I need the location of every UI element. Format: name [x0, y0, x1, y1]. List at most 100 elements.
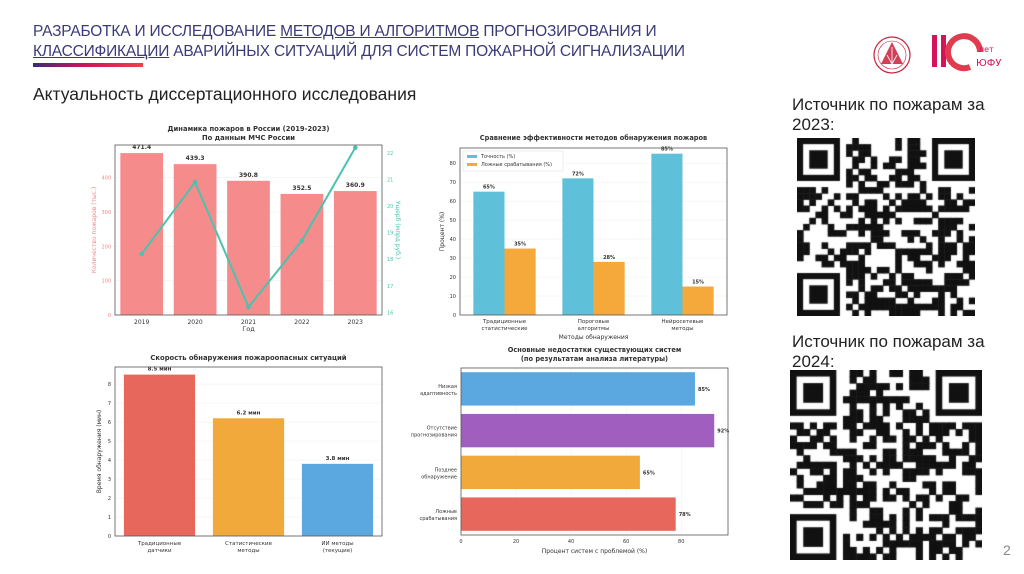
y-tick-label: 0: [453, 313, 456, 319]
x-tick-label: Традиционные: [482, 319, 527, 325]
y-tick-label: 100: [101, 279, 111, 285]
bar-Точность (%): [651, 153, 683, 315]
x-tick-label: 60: [623, 539, 629, 545]
bar-Ложные срабатывания (%): [504, 248, 536, 315]
bar-data-label: 439.3: [186, 155, 205, 162]
x-tick-label: (текущие): [323, 548, 353, 554]
y-tick-label: 60: [450, 199, 456, 205]
bar-data-label: 3.8 мин: [326, 456, 350, 462]
x-tick-label: 2022: [294, 319, 309, 326]
x-axis-label: Методы обнаружения: [559, 334, 629, 341]
bar-Ложные срабатывания (%): [593, 261, 625, 315]
y-tick-label: 70: [450, 180, 456, 186]
y-tick-label: Отсутствие: [427, 426, 457, 432]
x-tick-label: 2021: [241, 319, 256, 326]
title-part: АВАРИЙНЫХ СИТУАЦИЙ ДЛЯ СИСТЕМ ПОЖАРНОЙ С…: [169, 43, 685, 60]
y-tick-label: 3: [108, 477, 111, 483]
bar-data-label: 28%: [603, 255, 615, 261]
x-tick-label: методы: [237, 548, 259, 554]
chart-subtitle: По данным МЧС России: [202, 134, 295, 142]
bar-data-label: 85%: [661, 147, 673, 153]
y-tick-label: прогнозирования: [411, 433, 457, 439]
damage-point: [139, 251, 144, 257]
damage-point: [299, 238, 305, 243]
x-tick-label: Нейросетевые: [662, 318, 705, 325]
y2-tick-label: 19: [387, 231, 393, 237]
x-tick-label: Традиционные: [137, 541, 182, 547]
svg-text:ЮФУ: ЮФУ: [976, 58, 1002, 69]
legend-swatch: [467, 155, 477, 158]
y2-tick-label: 18: [387, 257, 393, 263]
title-part: РАЗРАБОТКА И ИССЛЕДОВАНИЕ: [33, 23, 281, 40]
bar-Точность (%): [473, 191, 505, 315]
bar-2020: [173, 164, 217, 315]
svg-text:лет: лет: [979, 45, 994, 54]
source-2024-label: Источник по пожарам за 2024:: [792, 332, 985, 371]
bar-data-label: 65%: [483, 185, 495, 191]
bar-data-label: 6.2 мин: [237, 410, 261, 416]
title-part: ПРОГНОЗИРОВАНИЯ И: [479, 23, 657, 40]
y-tick-label: 300: [101, 210, 111, 216]
x-tick-label: 0: [459, 539, 462, 545]
x-tick-label: 80: [678, 539, 684, 545]
y-tick-label: 30: [450, 256, 456, 262]
damage-point: [246, 304, 251, 310]
x-tick-label: алгоритмы: [578, 326, 610, 332]
qr-code-2024[interactable]: [790, 370, 982, 564]
bar-data-label: 8.5 мин: [148, 367, 172, 373]
y-tick-label: Ложные: [435, 509, 457, 515]
x-tick-label: Статистические: [225, 541, 273, 547]
bar-data-label: 78%: [679, 512, 691, 518]
damage-point: [192, 179, 198, 185]
title-accent-bar: [33, 63, 143, 67]
bar: [123, 374, 196, 536]
y2-tick-label: 17: [387, 284, 393, 290]
chart-title: Динамика пожаров в России (2019-2023): [167, 125, 329, 133]
y-tick-label: адаптивность: [420, 391, 457, 397]
x-tick-label: 2020: [187, 319, 202, 326]
damage-point: [353, 145, 358, 150]
y-axis-label: Процент (%): [439, 212, 446, 251]
bar-2021: [227, 180, 270, 315]
bar: [461, 497, 676, 531]
bar-data-label: 85%: [698, 387, 710, 393]
y-tick-label: Низкая: [438, 384, 457, 390]
y-tick-label: Позднее: [435, 467, 457, 473]
bar-Ложные срабатывания (%): [682, 286, 714, 315]
qr-code-2023[interactable]: [797, 138, 975, 320]
source-2023-label: Источник по пожарам за 2023:: [792, 95, 985, 134]
plot-frame: [114, 144, 383, 316]
chart-title: Скорость обнаружения пожароопасных ситуа…: [150, 354, 346, 362]
plot-frame: [459, 147, 728, 316]
bar-data-label: 92%: [717, 429, 729, 435]
legend-swatch: [467, 163, 477, 166]
bar-data-label: 72%: [572, 171, 584, 177]
x-axis-label: Процент систем с проблемой (%): [542, 548, 647, 555]
plot-frame: [460, 367, 729, 536]
y-tick-label: 200: [101, 244, 111, 250]
y-tick-label: 1: [108, 515, 111, 521]
y-tick-label: 5: [108, 439, 111, 445]
bar-data-label: 65%: [643, 470, 655, 476]
title-part: МЕТОДОВ И АЛГОРИТМОВ: [280, 23, 480, 40]
bar: [212, 418, 285, 536]
y-tick-label: 40: [450, 237, 456, 243]
y-tick-label: 8: [108, 382, 111, 388]
x-axis-label: Год: [242, 325, 255, 333]
bar: [461, 372, 695, 406]
y-tick-label: 80: [450, 161, 456, 167]
y-tick-label: срабатывания: [419, 516, 457, 522]
x-tick-label: 2023: [348, 319, 363, 326]
bar-data-label: 471.4: [132, 144, 151, 151]
bar-data-label: 35%: [514, 242, 526, 248]
y-tick-label: 0: [108, 313, 111, 319]
x-tick-label: 2019: [134, 319, 149, 326]
page-number: 2: [1003, 542, 1011, 558]
bar: [461, 413, 715, 448]
x-tick-label: датчики: [147, 548, 172, 554]
y-tick-label: 0: [108, 534, 111, 540]
plot-frame: [114, 366, 383, 537]
y-tick-label: 2: [108, 496, 111, 502]
bar-data-label: 352.5: [292, 185, 311, 192]
